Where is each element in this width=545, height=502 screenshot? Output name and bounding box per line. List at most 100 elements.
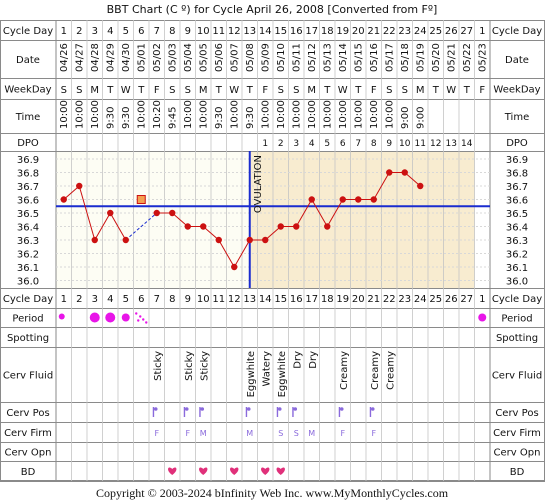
cerv-pos-bar — [292, 407, 294, 417]
discarded-temp-point — [136, 195, 146, 204]
temp-line-segment — [264, 226, 282, 241]
cycle-day-label-bottom: 1 — [479, 294, 485, 305]
row-label-right-bd: BD — [510, 467, 525, 478]
cycle-day-label-bottom: 20 — [352, 294, 365, 305]
temp-line-segment — [171, 212, 189, 227]
time-label: 10:00 — [322, 100, 333, 129]
cerv-pos-bar — [199, 407, 201, 417]
cycle-day-label-bottom: 11 — [212, 294, 225, 305]
temp-line-segment — [373, 172, 390, 200]
cycle-day-label: 17 — [305, 26, 318, 37]
time-label: 9:30 — [245, 107, 256, 129]
cycle-day-label: 5 — [123, 26, 129, 37]
y-tick-label-right: 36.2 — [506, 250, 528, 261]
weekday-label: W — [446, 85, 456, 96]
cerv-fluid-label: Eggwhite — [246, 351, 257, 397]
time-label: 10:00 — [384, 100, 395, 129]
row-label-left-pos: Cerv Pos — [6, 408, 49, 419]
weekday-label: T — [323, 85, 331, 96]
weekday-label: S — [76, 85, 82, 96]
dpo-label: 10 — [399, 139, 411, 149]
row-label-left-period: Period — [12, 314, 43, 325]
temp-point — [324, 223, 331, 230]
row-label-left-bd: BD — [21, 467, 36, 478]
time-label: 10:00 — [338, 100, 349, 129]
cycle-day-label: 10 — [197, 26, 210, 37]
bd-heart-icon — [199, 467, 208, 475]
date-label: 05/04 — [183, 43, 194, 72]
weekday-label: T — [354, 85, 362, 96]
cycle-day-label-bottom: 1 — [61, 294, 67, 305]
cycle-day-label-bottom: 13 — [243, 294, 256, 305]
y-tick-label-right: 36.0 — [506, 277, 528, 288]
time-label: 10:00 — [260, 100, 271, 129]
weekday-label: W — [229, 85, 239, 96]
cycle-day-label-bottom: 27 — [460, 294, 473, 305]
cycle-day-label-bottom: 26 — [445, 294, 458, 305]
temp-line-segment — [94, 212, 111, 241]
y-tick-label-right: 36.5 — [506, 209, 528, 220]
time-label: 9:30 — [105, 107, 116, 129]
date-label: 05/17 — [384, 43, 395, 72]
temp-point — [277, 223, 284, 230]
cerv-firm-label: F — [340, 429, 345, 438]
temp-point — [262, 236, 269, 244]
date-label: 05/13 — [322, 43, 333, 72]
time-label: 10:00 — [369, 100, 380, 129]
cycle-day-label-bottom: 25 — [429, 294, 442, 305]
y-tick-label-left: 36.5 — [17, 209, 39, 220]
cycle-day-label: 21 — [367, 26, 380, 37]
weekday-label: F — [479, 85, 485, 96]
dpo-label: 12 — [430, 139, 441, 149]
y-tick-label-left: 36.1 — [17, 263, 39, 274]
cerv-pos-bar — [276, 407, 279, 417]
date-label: 04/29 — [105, 43, 116, 72]
row-label-right-date: Date — [505, 55, 529, 66]
temp-point — [153, 209, 160, 217]
temp-point — [91, 236, 98, 244]
time-label: 10:00 — [198, 100, 209, 129]
period-dot — [58, 313, 65, 320]
cycle-day-label: 26 — [445, 26, 458, 37]
cerv-fluid-label: Creamy — [385, 351, 396, 390]
time-label: 10:00 — [183, 100, 194, 129]
cerv-fluid-label: Dry — [308, 351, 319, 369]
cerv-pos-bar — [369, 407, 372, 417]
weekday-label: M — [90, 85, 99, 96]
temp-line-segment — [218, 239, 235, 268]
spotting-dot — [145, 321, 148, 324]
temp-point — [417, 182, 424, 190]
time-label: 10:20 — [152, 100, 163, 129]
weekday-label: M — [307, 85, 316, 96]
y-tick-label-right: 36.3 — [506, 236, 528, 247]
pre-ovulation-area — [56, 151, 250, 288]
bd-heart-icon — [261, 467, 270, 475]
weekday-label: F — [154, 85, 160, 96]
spotting-dot — [135, 312, 138, 315]
cycle-day-label: 8 — [169, 26, 175, 37]
date-label: 05/12 — [307, 43, 318, 72]
date-label: 05/19 — [415, 43, 426, 72]
date-label: 05/14 — [338, 43, 349, 72]
cerv-pos-dot — [370, 407, 375, 411]
date-label: 05/16 — [369, 43, 380, 72]
temp-point — [184, 223, 191, 230]
cycle-day-label: 4 — [107, 26, 113, 37]
y-tick-label-right: 36.7 — [506, 182, 528, 193]
temp-point — [200, 223, 207, 230]
cycle-day-label: 18 — [321, 26, 334, 37]
cerv-firm-label: M — [246, 429, 253, 438]
weekday-label: S — [169, 85, 175, 96]
weekday-label: M — [416, 85, 425, 96]
cycle-day-label: 6 — [138, 26, 144, 37]
row-label-right-week: WeekDay — [493, 85, 540, 96]
row-label-left-dpo: DPO — [17, 138, 39, 149]
cycle-day-label: 23 — [398, 26, 411, 37]
row-label-left-week: WeekDay — [4, 85, 51, 96]
date-label: 05/20 — [431, 43, 442, 72]
time-label: 10:00 — [74, 100, 85, 129]
date-label: 05/11 — [291, 43, 302, 72]
dpo-label: 14 — [461, 139, 473, 149]
date-label: 05/18 — [400, 43, 411, 72]
dpo-label: 11 — [415, 139, 426, 149]
